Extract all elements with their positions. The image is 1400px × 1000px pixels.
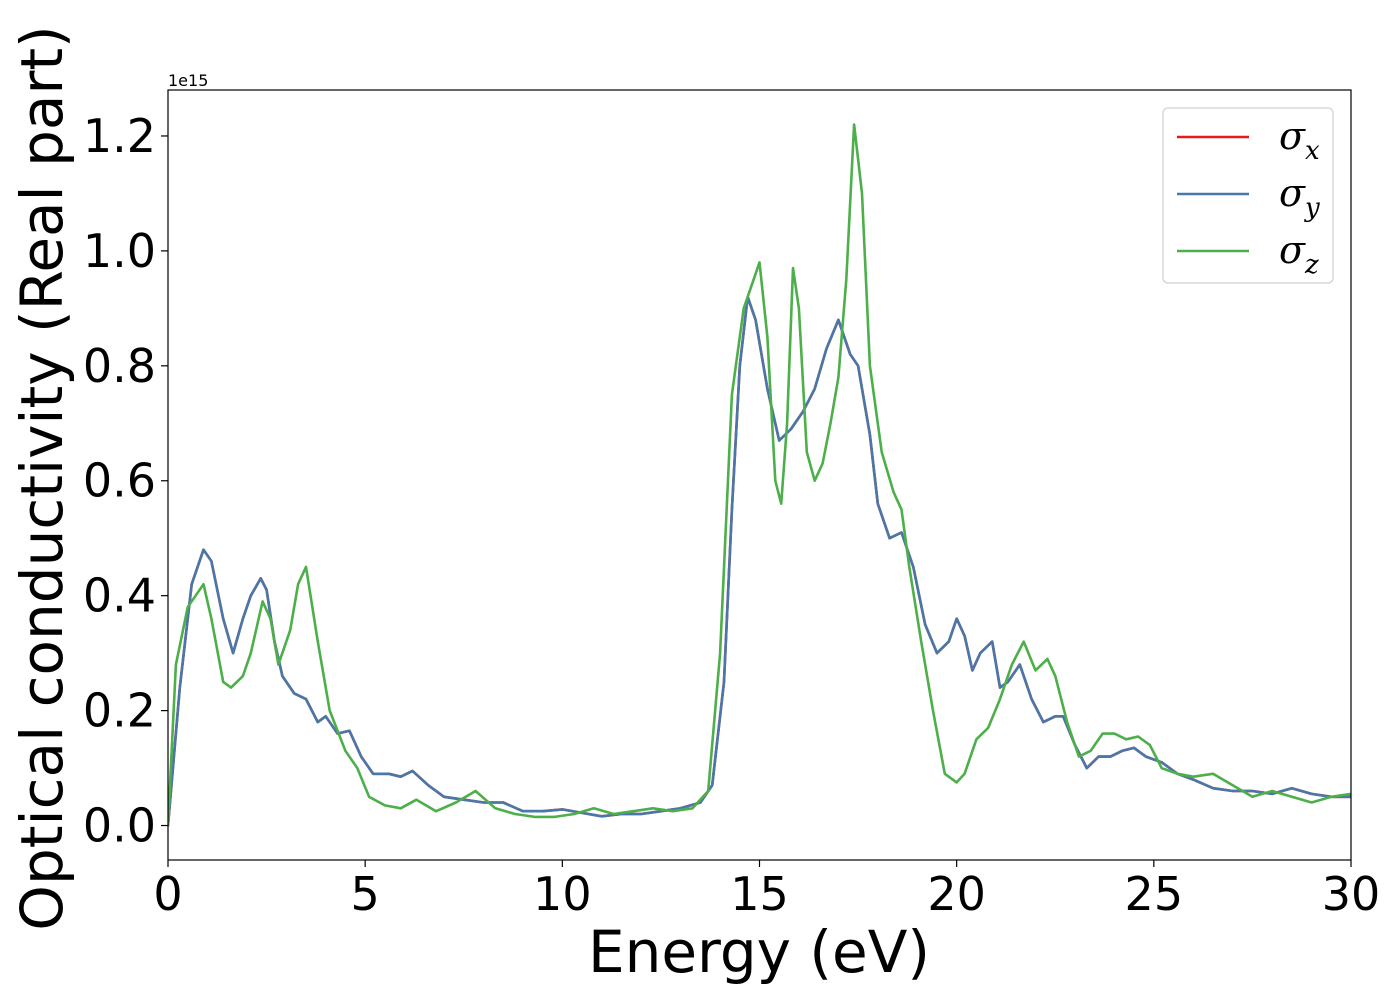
x-tick-label: 30 — [1322, 867, 1381, 921]
y-tick-label: 1.0 — [83, 224, 156, 278]
series-layer — [168, 123, 1351, 827]
x-tick-label: 0 — [153, 867, 182, 921]
y-tick-label: 0.8 — [83, 339, 156, 393]
series-line-z — [168, 123, 1351, 827]
y-tick-label: 0.4 — [83, 569, 156, 623]
legend-label-y: σy — [1279, 171, 1320, 223]
y-tick-label: 0.2 — [83, 684, 156, 738]
legend-label-x: σx — [1279, 114, 1320, 166]
x-tick-label: 15 — [730, 867, 789, 921]
x-tick-label: 25 — [1125, 867, 1184, 921]
y-axis-label: Optical conductivity (Real part) — [8, 25, 76, 930]
legend-box — [1162, 107, 1334, 284]
x-tick-label: 10 — [533, 867, 592, 921]
y-offset-label: 1e15 — [168, 71, 208, 90]
y-tick-label: 1.2 — [83, 109, 156, 163]
y-tick-label: 0.6 — [83, 454, 156, 508]
y-tick-label: 0.0 — [83, 799, 156, 853]
x-tick-label: 20 — [927, 867, 986, 921]
legend-label-z: σz — [1279, 228, 1319, 280]
series-line-y — [168, 295, 1351, 827]
axes-layer: 0 5 10 15 20 25 30 0.0 0.2 0.4 0.6 0.8 1.0 1.2 — [83, 89, 1381, 921]
series-line-x — [168, 295, 1351, 827]
x-tick-label: 5 — [351, 867, 380, 921]
x-axis-label: Energy (eV) — [588, 918, 930, 986]
